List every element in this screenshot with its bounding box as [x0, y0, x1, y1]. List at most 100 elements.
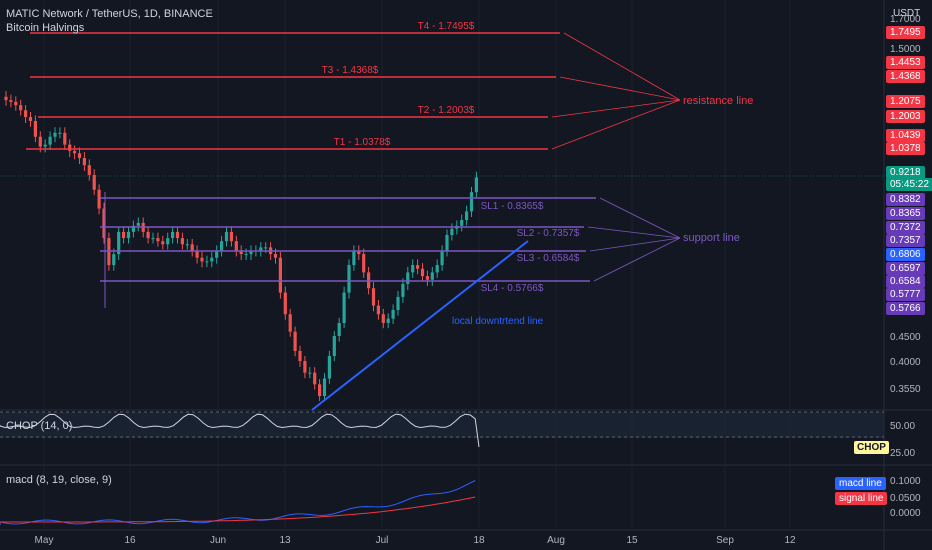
candle-body	[28, 117, 33, 121]
price-tick-label: 0.3550	[890, 384, 921, 395]
candle-body	[264, 247, 268, 249]
candle-body	[136, 222, 140, 226]
price-tag: 1.0378	[886, 142, 925, 155]
candle-body	[82, 158, 86, 166]
candle-body	[308, 372, 312, 374]
candle-body	[77, 153, 82, 159]
candle-body	[234, 241, 238, 251]
candle-body	[24, 110, 28, 118]
support-annotation: support line	[683, 232, 740, 244]
candle-body	[416, 265, 420, 269]
candle-body	[401, 283, 405, 297]
candle-body	[215, 250, 219, 258]
price-tag: 0.7357	[886, 234, 925, 247]
candle-body	[190, 244, 194, 251]
candle-body	[48, 136, 52, 145]
candle-body	[122, 231, 126, 239]
candle-body	[146, 231, 150, 239]
price-tag: 0.6597	[886, 262, 925, 275]
candle-body	[229, 231, 233, 242]
candle-body	[352, 250, 356, 266]
resistance-annotation: resistance line	[683, 95, 753, 107]
candle-body	[327, 356, 331, 379]
price-tag: 1.0439	[886, 129, 925, 142]
price-tag: 0.5766	[886, 302, 925, 315]
resistance-pointer	[551, 99, 681, 118]
price-tag: 1.2003	[886, 110, 925, 123]
price-tick-label: 1.5000	[890, 44, 921, 55]
candle-body	[112, 254, 116, 266]
resistance-pointer	[559, 76, 681, 101]
candle-body	[469, 192, 474, 212]
candle-body	[440, 250, 444, 266]
candle-body	[259, 247, 263, 251]
candle-body	[87, 165, 91, 175]
time-tick-label: Jul	[376, 535, 389, 546]
price-tag: 1.4368	[886, 70, 925, 83]
candle-body	[195, 250, 199, 258]
candle-body	[220, 241, 224, 251]
support-label: SL4 - 0.5766$	[481, 283, 544, 294]
candle-body	[53, 132, 57, 137]
time-tick-label: 16	[124, 535, 136, 546]
candle-body	[474, 177, 478, 193]
candle-body	[460, 220, 464, 226]
currency-label: USDT	[893, 8, 921, 19]
candle-body	[239, 250, 243, 255]
time-tick-label: 12	[784, 535, 796, 546]
price-tag: 05:45:22	[886, 178, 932, 191]
candle-body	[97, 189, 101, 209]
candle-body	[68, 144, 72, 151]
time-tick-label: Jun	[210, 535, 226, 546]
price-tag: 0.7372	[886, 221, 925, 234]
resistance-pointer	[551, 99, 681, 150]
support-pointer	[589, 237, 681, 252]
time-tick-label: May	[35, 535, 54, 546]
chop-line	[0, 413, 480, 448]
chop-tick-label: 50.00	[890, 421, 915, 432]
candle-body	[151, 238, 155, 240]
macd-legend-signal: signal line	[835, 492, 888, 505]
resistance-label: T2 - 1.2003$	[418, 105, 475, 116]
candle-body	[117, 231, 121, 255]
price-tick-label: 0.4500	[890, 332, 921, 343]
candle-body	[19, 105, 23, 111]
candle-body	[73, 150, 77, 154]
candle-body	[126, 231, 131, 239]
candle-body	[381, 314, 385, 323]
macd-line	[0, 480, 476, 525]
candle-body	[210, 257, 214, 262]
chop-tag: CHOP	[854, 441, 889, 454]
candle-body	[411, 265, 415, 273]
price-tag: 0.8365	[886, 207, 925, 220]
candle-body	[357, 250, 361, 255]
time-tick-label: 13	[279, 535, 291, 546]
candle-body	[249, 250, 253, 255]
support-label: SL1 - 0.8365$	[481, 201, 544, 212]
resistance-label: T1 - 1.0378$	[334, 137, 391, 148]
candle-body	[406, 272, 410, 284]
price-tag: 0.8382	[886, 193, 925, 206]
symbol-title: MATIC Network / TetherUS, 1D, BINANCE	[6, 8, 213, 20]
candle-body	[102, 208, 106, 239]
time-tick-label: 15	[626, 535, 638, 546]
candle-body	[391, 309, 395, 319]
candle-body	[430, 272, 434, 280]
candle-body	[175, 231, 180, 239]
macd-tick-label: 0.0000	[890, 508, 921, 519]
resistance-pointer	[563, 32, 681, 101]
support-pointer	[593, 237, 681, 282]
chop-title: CHOP (14, 0)	[6, 420, 73, 432]
candle-body	[342, 292, 346, 323]
candle-body	[445, 234, 449, 251]
signal-line	[0, 496, 476, 524]
candle-body	[180, 238, 184, 245]
candle-body	[465, 211, 469, 221]
candle-body	[420, 268, 425, 277]
chop-tick-label: 25.00	[890, 448, 915, 459]
candle-body	[293, 331, 297, 351]
candle-body	[288, 314, 292, 332]
candle-body	[322, 378, 327, 396]
time-tick-label: Aug	[547, 535, 565, 546]
candle-body	[278, 257, 282, 293]
